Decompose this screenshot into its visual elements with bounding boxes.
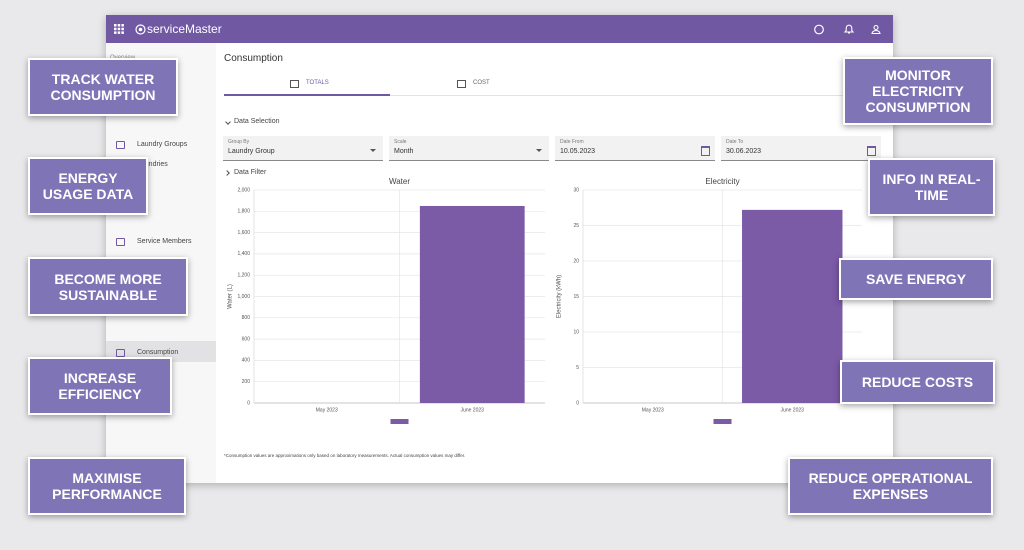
callout: REDUCE COSTS xyxy=(840,360,995,404)
top-icons[interactable] xyxy=(814,24,884,35)
tab-totals[interactable]: TOTALS xyxy=(306,80,329,86)
y-tick-label: 1,800 xyxy=(237,209,250,215)
y-tick-label: 200 xyxy=(242,379,251,385)
logo[interactable]: serviceMaster xyxy=(147,22,222,36)
y-tick-label: 1,000 xyxy=(237,294,250,300)
main-content: Consumption TOTALS COST Data Selection Group… xyxy=(216,43,893,483)
bar xyxy=(742,209,843,403)
y-tick-label: 5 xyxy=(576,365,579,371)
y-tick-label: 0 xyxy=(247,400,250,406)
top-bar: serviceMaster xyxy=(106,15,893,43)
x-tick-label: May 2023 xyxy=(642,407,664,413)
y-axis-label: Water (L) xyxy=(228,284,234,309)
dropdown-arrow xyxy=(536,149,542,152)
sidebar-selected xyxy=(106,341,216,362)
callout: INFO IN REAL-TIME xyxy=(868,158,995,216)
callout: BECOME MORE SUSTAINABLE xyxy=(28,257,188,316)
tab-divider xyxy=(224,95,884,96)
legend-swatch[interactable] xyxy=(390,419,409,424)
sidebar-icon xyxy=(116,141,125,149)
x-tick-label: June 2023 xyxy=(461,407,485,413)
field-value: Laundry Group xyxy=(228,148,275,155)
y-tick-label: 20 xyxy=(573,258,579,264)
y-tick-label: 0 xyxy=(576,400,579,406)
y-tick-label: 25 xyxy=(573,223,579,229)
y-tick-label: 400 xyxy=(242,358,251,364)
field-value: 30.06.2023 xyxy=(726,148,762,155)
field-label: Date To xyxy=(726,139,744,145)
y-tick-label: 10 xyxy=(573,329,579,335)
field-value: Month xyxy=(394,148,414,155)
sidebar-item[interactable]: Consumption xyxy=(137,349,179,356)
tab-icon xyxy=(457,80,466,88)
bar xyxy=(419,205,525,403)
section-toggle[interactable]: Data Selection xyxy=(234,118,280,125)
calendar-icon xyxy=(701,146,710,156)
field-label: Group By xyxy=(228,139,250,145)
callout: INCREASE EFFICIENCY xyxy=(28,357,172,415)
y-tick-label: 600 xyxy=(242,336,251,342)
callout: MONITOR ELECTRICITY CONSUMPTION xyxy=(843,57,993,125)
sidebar-item[interactable]: Service Members xyxy=(137,238,192,245)
section-toggle[interactable]: Data Filter xyxy=(234,169,267,176)
callout: TRACK WATER CONSUMPTION xyxy=(28,58,178,116)
field-label: Date From xyxy=(560,139,584,145)
sidebar-icon xyxy=(116,238,125,246)
y-tick-label: 1,200 xyxy=(237,273,250,279)
tab-indicator xyxy=(224,94,390,96)
menu-icon[interactable] xyxy=(114,24,124,34)
y-axis-label: Electricity (kWh) xyxy=(557,275,563,318)
footnote: *Consumption values are approximations o… xyxy=(224,453,466,458)
page-title: Consumption xyxy=(224,53,283,64)
logo-icon xyxy=(135,24,146,35)
chart-title: Water xyxy=(389,177,410,186)
sidebar-item[interactable]: Laundry Groups xyxy=(137,141,188,148)
field-label: Scale xyxy=(394,139,407,145)
y-tick-label: 30 xyxy=(573,187,579,193)
y-tick-label: 2,000 xyxy=(237,187,250,193)
callout: REDUCE OPERATIONAL EXPENSES xyxy=(788,457,993,515)
callout: MAXIMISE PERFORMANCE xyxy=(28,457,186,515)
field-value: 10.05.2023 xyxy=(560,148,596,155)
y-tick-label: 1,600 xyxy=(237,230,250,236)
chart-title: Electricity xyxy=(705,177,739,186)
calendar-icon xyxy=(867,146,876,156)
x-tick-label: May 2023 xyxy=(316,407,338,413)
tab-icon xyxy=(290,80,299,88)
dropdown-arrow xyxy=(370,149,376,152)
legend-swatch[interactable] xyxy=(713,419,732,424)
tab-cost[interactable]: COST xyxy=(473,80,490,86)
x-tick-label: June 2023 xyxy=(781,407,805,413)
y-tick-label: 15 xyxy=(573,294,579,300)
field[interactable] xyxy=(721,136,881,161)
sidebar-icon xyxy=(116,349,125,357)
sidebar-item[interactable]: Laundries xyxy=(137,161,168,168)
field[interactable] xyxy=(223,136,383,161)
field[interactable] xyxy=(389,136,549,161)
field[interactable] xyxy=(555,136,715,161)
callout: ENERGY USAGE DATA xyxy=(28,157,148,215)
callout: SAVE ENERGY xyxy=(839,258,993,300)
y-tick-label: 800 xyxy=(242,315,251,321)
y-tick-label: 1,400 xyxy=(237,251,250,257)
